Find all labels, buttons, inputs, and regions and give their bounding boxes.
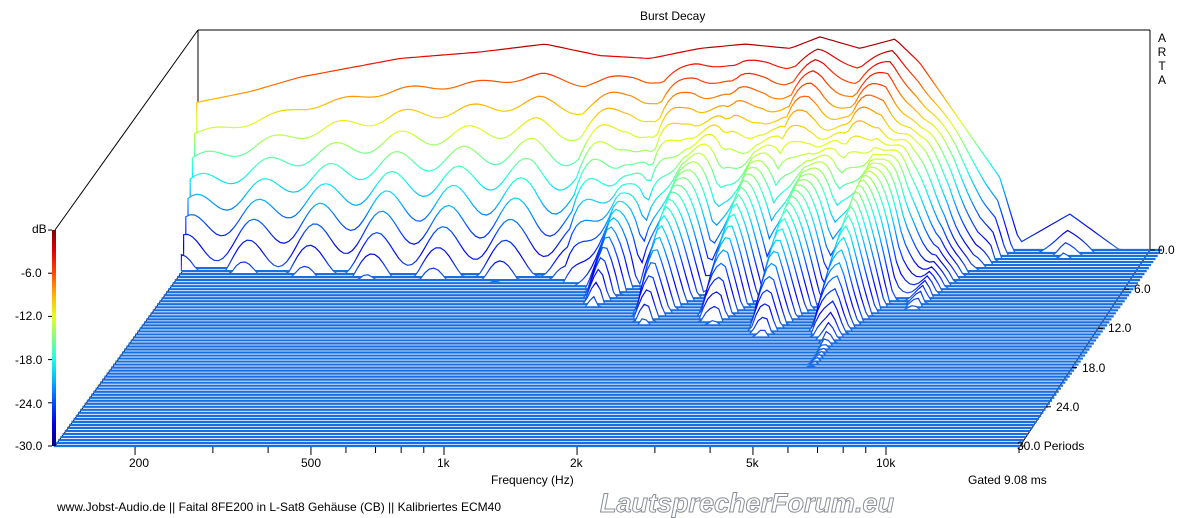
brand-letter: A (1157, 73, 1166, 87)
colorbar (52, 230, 56, 446)
decay-slices (53, 36, 1163, 448)
slice-fill (159, 186, 1125, 302)
x-tick-label: 5k (746, 456, 759, 470)
brand-letter: T (1158, 59, 1166, 73)
z-tick-label: 24.0 (1056, 400, 1080, 414)
y-tick-label: -30.0 (15, 439, 43, 453)
decay-slice (185, 94, 1152, 266)
x-tick-label: 500 (301, 456, 322, 470)
chart-title: Burst Decay (640, 9, 706, 23)
x-axis-label: Frequency (Hz) (491, 473, 574, 487)
x-tick-label: 2k (570, 456, 583, 470)
decay-slice (187, 82, 1154, 263)
y-tick-label: -24.0 (15, 397, 43, 411)
axes (48, 229, 1155, 455)
x-tick-label: 200 (129, 456, 150, 470)
decay-slice (189, 70, 1156, 260)
slice-fill (157, 191, 1123, 305)
decay-slice (196, 36, 1163, 251)
y-tick-label: -6.0 (21, 266, 42, 280)
x-tick-label: 10k (876, 456, 896, 470)
decay-slice (191, 59, 1158, 257)
y-tick-label: -12.0 (15, 309, 43, 323)
brand-letter: R (1157, 45, 1167, 59)
z-tick-label: 18.0 (1082, 361, 1106, 375)
brand-letter: A (1157, 31, 1166, 45)
brand-label: A R T A (1157, 31, 1167, 87)
gated-label: Gated 9.08 ms (968, 473, 1047, 487)
z-tick-label: 12.0 (1108, 321, 1132, 335)
z-tick-label: 0.0 (1158, 243, 1175, 257)
decay-slice (194, 48, 1160, 254)
y-tick-label: -18.0 (15, 353, 43, 367)
z-tick-label: 30.0 Periods (1017, 439, 1085, 453)
footer-text: www.Jobst-Audio.de || Faital 8FE200 in L… (57, 500, 501, 514)
y-tick-label: dB (32, 222, 47, 236)
z-tick-label: 6.0 (1134, 282, 1151, 296)
watermark: LautsprecherForum.eu (599, 488, 895, 518)
x-tick-label: 1k (437, 456, 450, 470)
top-left-diagonal (54, 29, 199, 231)
